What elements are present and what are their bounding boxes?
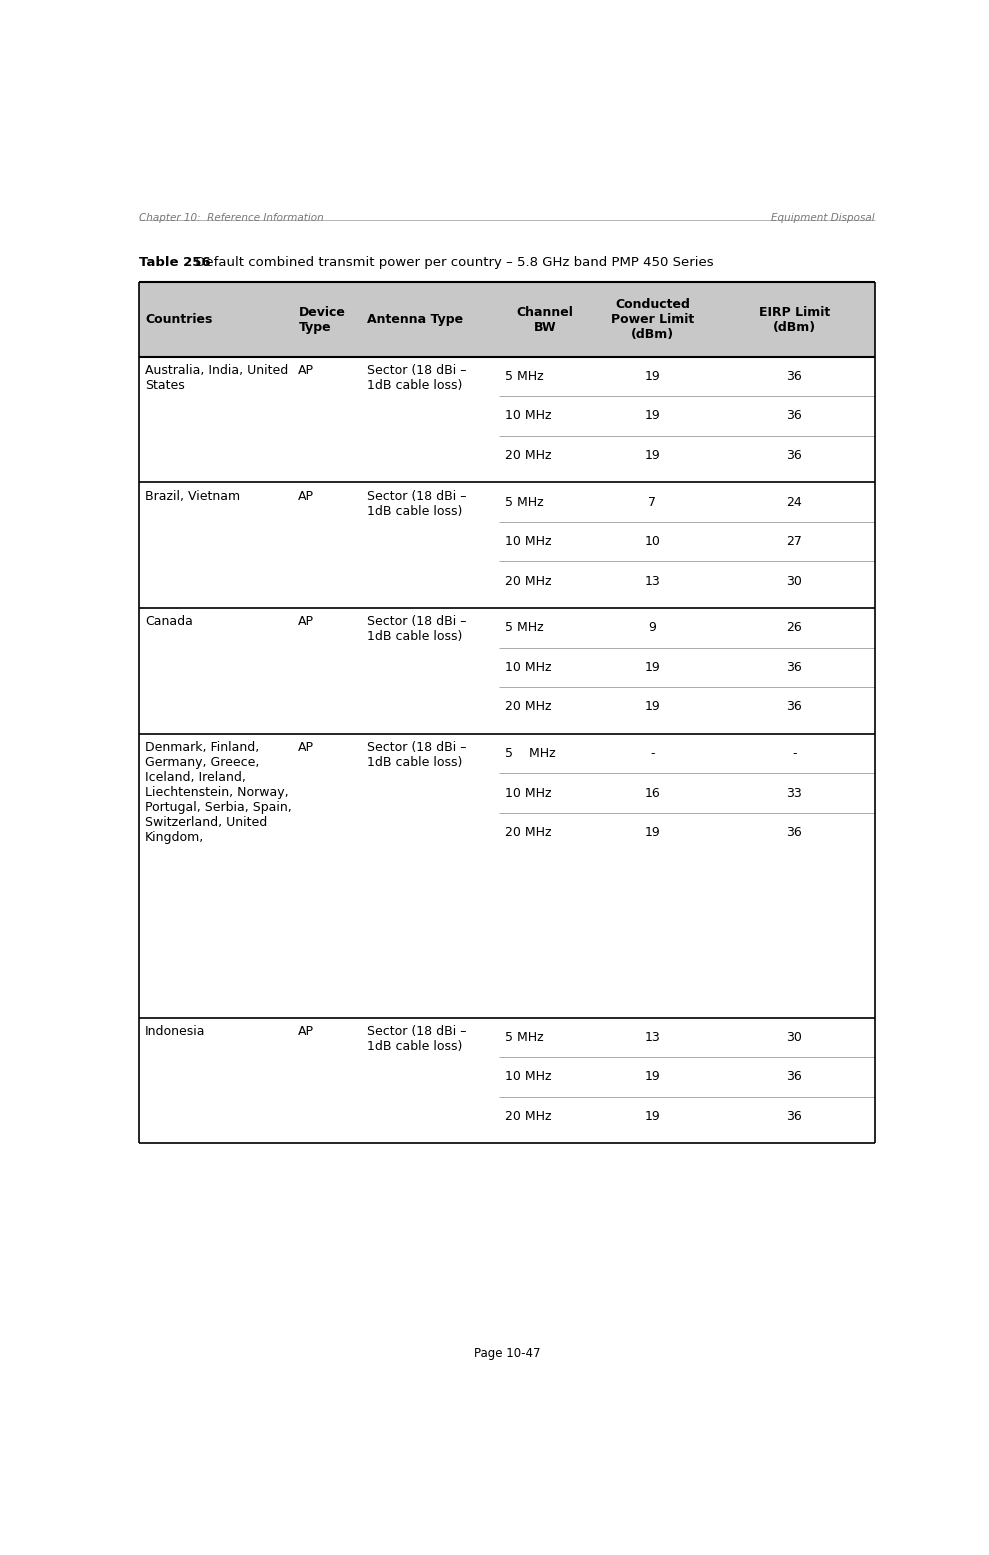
Text: 10 MHz: 10 MHz — [505, 661, 552, 673]
Text: 7: 7 — [649, 496, 657, 508]
Text: AP: AP — [299, 616, 315, 628]
Text: 36: 36 — [786, 449, 802, 462]
Text: 36: 36 — [786, 1070, 802, 1084]
Text: Denmark, Finland,
Germany, Greece,
Iceland, Ireland,
Liechtenstein, Norway,
Port: Denmark, Finland, Germany, Greece, Icela… — [145, 742, 292, 844]
Text: Page 10-47: Page 10-47 — [474, 1347, 540, 1361]
Text: 20 MHz: 20 MHz — [505, 826, 552, 840]
Text: Countries: Countries — [145, 313, 213, 327]
Text: 36: 36 — [786, 1110, 802, 1123]
Text: Equipment Disposal: Equipment Disposal — [771, 213, 874, 222]
Text: AP: AP — [299, 742, 315, 754]
Text: 19: 19 — [645, 370, 661, 383]
Text: 5 MHz: 5 MHz — [505, 1031, 544, 1043]
Text: Table 256: Table 256 — [138, 257, 211, 269]
Text: EIRP Limit
(dBm): EIRP Limit (dBm) — [759, 305, 830, 333]
Text: 19: 19 — [645, 449, 661, 462]
Text: Sector (18 dBi –
1dB cable loss): Sector (18 dBi – 1dB cable loss) — [367, 1025, 467, 1053]
Text: Sector (18 dBi –
1dB cable loss): Sector (18 dBi – 1dB cable loss) — [367, 742, 467, 770]
Text: 33: 33 — [786, 787, 802, 799]
Text: AP: AP — [299, 490, 315, 502]
Text: 10 MHz: 10 MHz — [505, 787, 552, 799]
Text: 36: 36 — [786, 409, 802, 423]
Text: 19: 19 — [645, 826, 661, 840]
Text: 5 MHz: 5 MHz — [505, 496, 544, 508]
Text: Chapter 10:  Reference Information: Chapter 10: Reference Information — [138, 213, 323, 222]
Text: Antenna Type: Antenna Type — [367, 313, 464, 327]
Text: Brazil, Vietnam: Brazil, Vietnam — [145, 490, 240, 502]
Text: AP: AP — [299, 1025, 315, 1037]
Text: 36: 36 — [786, 370, 802, 383]
Text: 9: 9 — [649, 622, 657, 634]
Text: Sector (18 dBi –
1dB cable loss): Sector (18 dBi – 1dB cable loss) — [367, 364, 467, 392]
Text: 26: 26 — [786, 622, 802, 634]
Text: 36: 36 — [786, 826, 802, 840]
Text: 5 MHz: 5 MHz — [505, 622, 544, 634]
Text: Sector (18 dBi –
1dB cable loss): Sector (18 dBi – 1dB cable loss) — [367, 616, 467, 644]
Text: 13: 13 — [645, 1031, 661, 1043]
Text: 36: 36 — [786, 700, 802, 714]
Text: Default combined transmit power per country – 5.8 GHz band PMP 450 Series: Default combined transmit power per coun… — [191, 257, 714, 269]
Text: Australia, India, United
States: Australia, India, United States — [145, 364, 289, 392]
Text: Sector (18 dBi –
1dB cable loss): Sector (18 dBi – 1dB cable loss) — [367, 490, 467, 518]
Text: Conducted
Power Limit
(dBm): Conducted Power Limit (dBm) — [611, 299, 694, 341]
Text: 36: 36 — [786, 661, 802, 673]
Text: 27: 27 — [786, 535, 802, 547]
Text: 20 MHz: 20 MHz — [505, 449, 552, 462]
Text: 19: 19 — [645, 1070, 661, 1084]
Text: -: - — [650, 746, 655, 760]
Text: 10 MHz: 10 MHz — [505, 1070, 552, 1084]
Text: 10: 10 — [645, 535, 661, 547]
Text: Device
Type: Device Type — [299, 305, 345, 333]
Text: 16: 16 — [645, 787, 661, 799]
Text: 10 MHz: 10 MHz — [505, 535, 552, 547]
Text: Canada: Canada — [145, 616, 193, 628]
Text: 5 MHz: 5 MHz — [505, 370, 544, 383]
Text: Channel
BW: Channel BW — [516, 305, 574, 333]
Text: 13: 13 — [645, 575, 661, 588]
Text: 20 MHz: 20 MHz — [505, 575, 552, 588]
Text: Indonesia: Indonesia — [145, 1025, 206, 1037]
Text: 5    MHz: 5 MHz — [505, 746, 556, 760]
Text: 10 MHz: 10 MHz — [505, 409, 552, 423]
Text: 30: 30 — [786, 1031, 802, 1043]
Text: -: - — [792, 746, 796, 760]
Text: 20 MHz: 20 MHz — [505, 700, 552, 714]
Text: 19: 19 — [645, 661, 661, 673]
Bar — [138, 283, 875, 356]
Text: AP: AP — [299, 364, 315, 376]
Text: 20 MHz: 20 MHz — [505, 1110, 552, 1123]
Text: 30: 30 — [786, 575, 802, 588]
Text: 24: 24 — [786, 496, 802, 508]
Text: 19: 19 — [645, 1110, 661, 1123]
Text: 19: 19 — [645, 409, 661, 423]
Text: 19: 19 — [645, 700, 661, 714]
